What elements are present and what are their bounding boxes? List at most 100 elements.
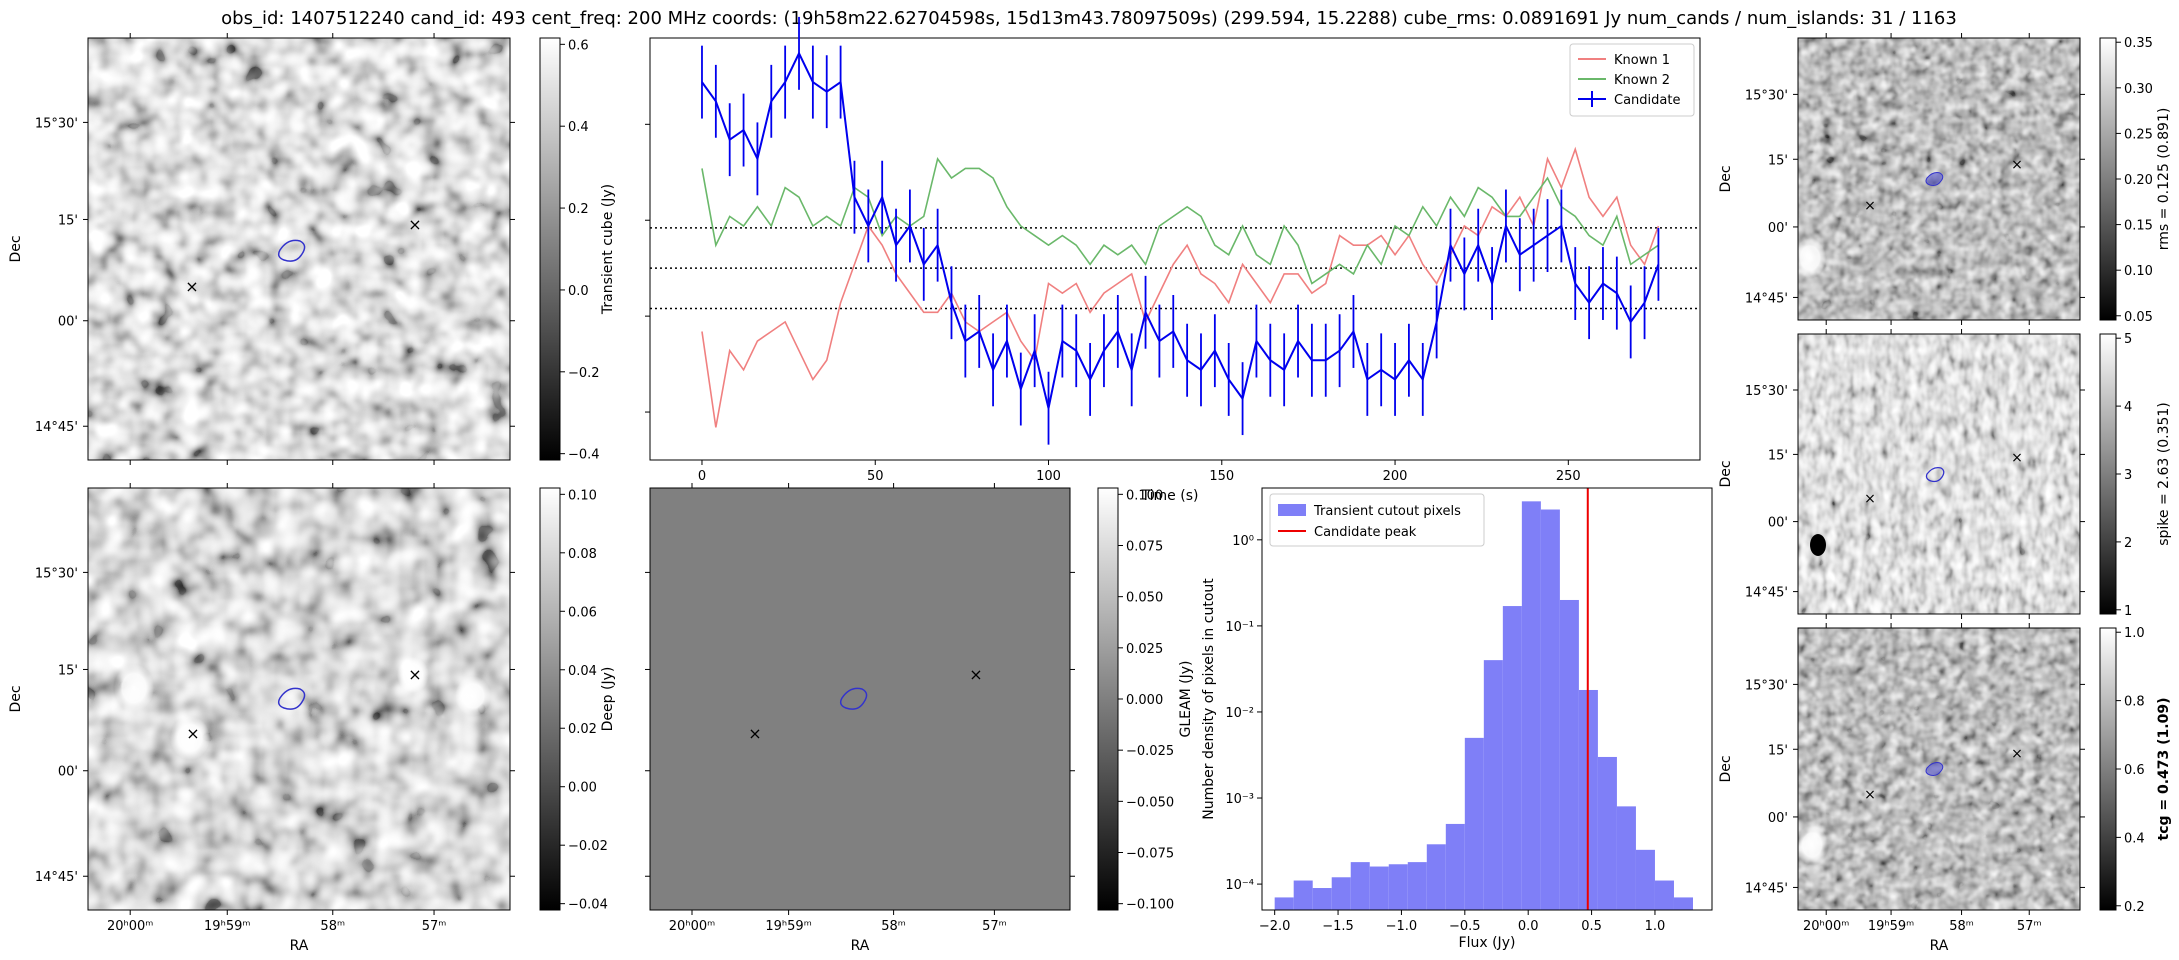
colorbar-tick-label: −0.100: [1126, 898, 1174, 913]
histogram-bar: [1274, 897, 1294, 910]
dec-tick-label: 14°45': [1745, 586, 1788, 601]
dec-axis-label: Dec: [1718, 165, 1734, 192]
dec-tick-label: 00': [1768, 516, 1788, 531]
ra-tick-label: 20ʰ00ᵐ: [1803, 919, 1849, 934]
rms-bright-edge: [1802, 275, 1822, 295]
y-tick-label: 10⁻²: [1225, 706, 1254, 721]
rms-panel: × × 15°30'15'00'14°45'Dec 0.350.300.250.…: [1718, 33, 2172, 325]
histogram-bar: [1673, 897, 1693, 910]
y-tick-label: 10⁻³: [1225, 792, 1254, 807]
histogram-ylabel: Number density of pixels in cutout: [1201, 578, 1217, 820]
deep-bright-source: [170, 716, 210, 760]
colorbar-gradient: [1097, 487, 1119, 911]
colorbar-tick-label: 0.06: [568, 605, 597, 620]
transient-cube-panel: × × 15°30' 15' 00' 14°45' Dec 0.6 0.4 0.2 0.0 −0…: [8, 33, 616, 465]
colorbar-label: Transient cube (Jy): [600, 184, 616, 315]
green-cross-marker: ×: [969, 665, 982, 684]
dec-axis-label: Dec: [1718, 460, 1734, 487]
rms-colorbar: 0.35 0.30 0.25 0.20 0.15 0.10 0.05 rms = 0.125 …: [2099, 36, 2172, 325]
histogram-bar: [1388, 864, 1408, 910]
histogram-bar: [1521, 501, 1541, 910]
deep-image: [88, 488, 510, 910]
colorbar-tick-label: 0.30: [2124, 82, 2153, 97]
lightcurve-panel: 0 50 100 150 200 250 Known 1 Known 2 Candidate T…: [645, 16, 1701, 504]
colorbar-tick-label: 0.08: [568, 547, 597, 562]
histogram-bar: [1597, 756, 1617, 910]
ra-tick-label: 58ᵐ: [320, 919, 345, 934]
colorbar-tick-label: 0.2: [2124, 900, 2145, 915]
deep-colorbar: 0.10 0.08 0.06 0.04 0.02 0.00 −0.02 −0.04 Deep (…: [539, 487, 616, 913]
histogram-bar: [1483, 660, 1503, 910]
colorbar-tick-label: 0.050: [1126, 591, 1163, 606]
colorbar-tick-label: 0.00: [568, 781, 597, 796]
colorbar-tick-label: 0.6: [568, 38, 589, 53]
colorbar-tick-label: 1: [2124, 604, 2132, 619]
x-tick-label: 200: [1383, 469, 1408, 484]
colorbar-tick-label: 0.25: [2124, 127, 2153, 142]
candidate-series: [701, 51, 1660, 409]
colorbar-tick-label: 0.4: [2124, 831, 2145, 846]
colorbar-tick-label: 0.4: [568, 120, 589, 135]
colorbar-label: tcg = 0.473 (1.09): [2156, 698, 2172, 841]
x-tick-label: −1.0: [1386, 919, 1418, 934]
colorbar-tick-label: 1.0: [2124, 626, 2145, 641]
red-cross-marker: ×: [185, 277, 198, 296]
histogram-bar: [1464, 737, 1484, 910]
spike-dark-spot: [1810, 534, 1826, 556]
spike-panel: × × 15°30' 15' 00' 14°45' Dec 5 4 3 2 1 spike = 2…: [1718, 329, 2172, 619]
colorbar-tick-label: 0.0: [568, 284, 589, 299]
colorbar-label: spike = 2.63 (0.351): [2156, 402, 2172, 546]
dec-tick-label: 14°45': [35, 870, 78, 885]
y-tick-label: 10⁰: [1232, 534, 1254, 549]
ra-tick-label: 57ᵐ: [2017, 919, 2042, 934]
spike-axes: 15°30' 15' 00' 14°45' Dec: [1718, 329, 2085, 619]
histogram-bar: [1369, 866, 1389, 910]
dec-tick-label: 15°30': [35, 116, 78, 131]
histogram-bar: [1293, 880, 1313, 910]
histogram-bar: [1312, 888, 1332, 910]
tcg-frame: [1797, 627, 2081, 911]
deep-axes: 20ʰ00ᵐ 19ʰ59ᵐ 58ᵐ 57ᵐ RA 15°30' 15' 00' 14°45' De…: [8, 483, 515, 954]
ra-tick-label: 19ʰ59ᵐ: [204, 919, 250, 934]
dec-tick-label: 14°45': [1745, 881, 1788, 896]
dec-tick-label: 15°30': [1745, 678, 1788, 693]
rms-frame: [1797, 37, 2081, 321]
gleam-axes: 20ʰ00ᵐ 19ʰ59ᵐ 58ᵐ 57ᵐ RA: [645, 483, 1075, 954]
colorbar-tick-label: −0.2: [568, 366, 600, 381]
colorbar-tick-label: 0.2: [568, 202, 589, 217]
colorbar-tick-label: 0.15: [2124, 219, 2153, 234]
tcg-panel: × × 20ʰ00ᵐ 19ʰ59ᵐ 58ᵐ 57ᵐ RA 15°30' 15' 00' 14°4…: [1718, 623, 2172, 954]
colorbar-tick-label: 3: [2124, 468, 2132, 483]
colorbar-tick-label: 4: [2124, 400, 2132, 415]
colorbar-tick-label: 0.100: [1126, 488, 1163, 503]
histogram-frame: [1261, 487, 1713, 911]
x-tick-label: 50: [867, 469, 884, 484]
spike-image: [1798, 334, 2080, 614]
colorbar-tick-label: 5: [2124, 332, 2132, 347]
x-tick-label: −2.0: [1259, 919, 1291, 934]
dec-tick-label: 15': [1768, 153, 1788, 168]
colorbar-tick-label: 0.10: [568, 488, 597, 503]
colorbar-tick-label: 0.000: [1126, 693, 1163, 708]
colorbar-label: rms = 0.125 (0.891): [2156, 108, 2172, 251]
spike-frame: [1797, 333, 2081, 615]
red-cross-marker: ×: [1864, 198, 1876, 214]
lightcurve-xlabel: Time (s): [1141, 488, 1199, 504]
colorbar-tick-label: 0.04: [568, 664, 597, 679]
colorbar-tick-label: −0.075: [1126, 847, 1174, 862]
histogram-bar: [1350, 862, 1370, 910]
x-tick-label: 250: [1556, 469, 1581, 484]
histogram-bar: [1654, 880, 1674, 910]
dec-axis-label: Dec: [8, 235, 24, 262]
deep-bright-source: [397, 657, 429, 693]
colorbar-tick-label: 0.8: [2124, 695, 2145, 710]
source-contour: [277, 239, 306, 262]
colorbar-tick-label: −0.050: [1126, 795, 1174, 810]
x-tick-label: −0.5: [1449, 919, 1481, 934]
transient-cube-image: [88, 38, 510, 460]
deep-bright-source: [431, 705, 455, 729]
ra-axis-label: RA: [1930, 938, 1949, 954]
known-2-series: [701, 156, 1659, 285]
gleam-colorbar: 0.100 0.075 0.050 0.025 0.000 −0.025 −0.050 −0.…: [1097, 487, 1194, 913]
legend-swatch: [1278, 504, 1306, 516]
